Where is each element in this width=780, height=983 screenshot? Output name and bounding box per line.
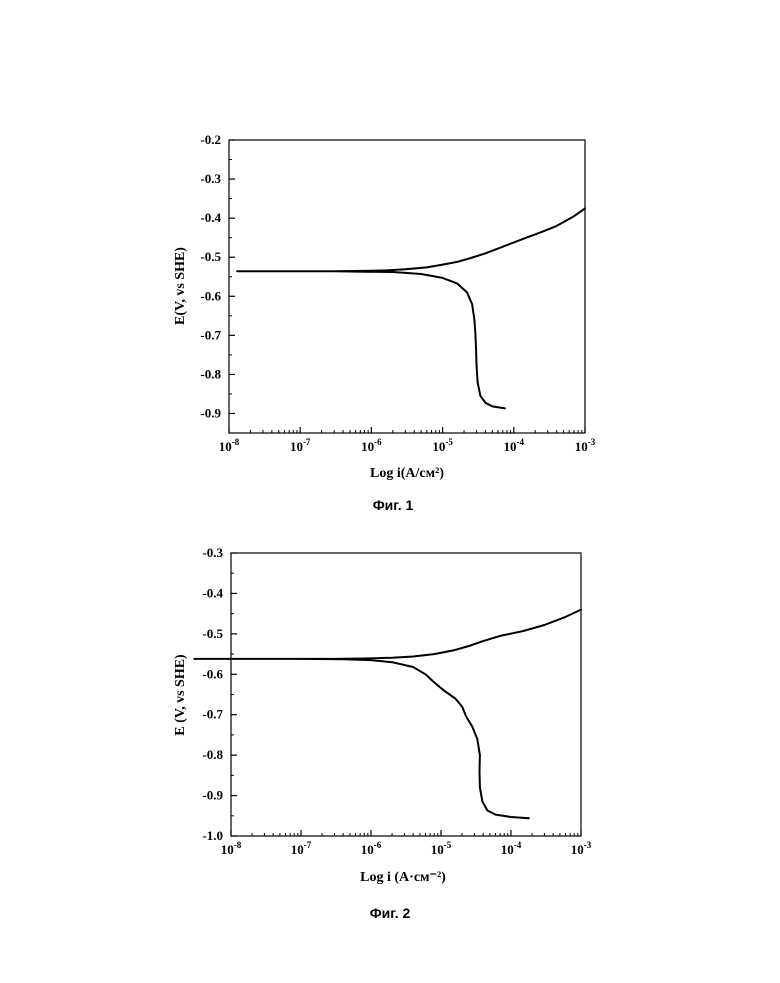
chart-1-x-axis-label: Log i(A/см²)	[370, 466, 444, 481]
chart-2-y-tick-labels: -0.3 -0.4 -0.5 -0.6 -0.7 -0.8 -0.9 -1.0	[202, 545, 223, 843]
chart-1-caption: Фиг. 1	[373, 497, 414, 513]
chart-1-x-tick-label: 10-7	[290, 437, 311, 454]
chart-1-ticks	[229, 140, 585, 433]
chart-1-y-tick-label: -0.7	[200, 327, 221, 342]
chart-2-x-tick-label: 10-4	[501, 840, 522, 857]
chart-2-x-tick-label: 10-7	[291, 840, 312, 857]
chart-1-y-tick-label: -0.2	[200, 132, 221, 147]
chart-1-y-tick-label: -0.6	[200, 288, 221, 303]
chart-1-svg: -0.2-0.3-0.4-0.5-0.6-0.7-0.8-0.9 10-810-…	[0, 120, 780, 520]
chart-1-polarization-curve	[237, 208, 585, 408]
chart-1-x-tick-label: 10-6	[361, 437, 382, 454]
chart-2-polarization-curve	[194, 610, 581, 819]
chart-1-x-tick-label: 10-8	[219, 437, 240, 454]
chart-1-y-tick-label: -0.4	[200, 210, 221, 225]
chart-1-x-tick-label: 10-4	[504, 437, 525, 454]
chart-1-plot-frame	[229, 140, 585, 433]
chart-2-x-tick-labels: 10-8 10-7 10-6 10-5 10-4 10-3	[221, 840, 592, 857]
chart-2-y-tick-label: -0.8	[202, 747, 223, 762]
chart-2-y-tick-label: -0.6	[202, 666, 223, 681]
chart-2-y-tick-label: -0.3	[202, 545, 223, 560]
chart-1-y-tick-label: -0.8	[200, 366, 221, 381]
chart-1-y-tick-label: -0.3	[200, 171, 221, 186]
chart-1-y-tick-label: -0.9	[200, 405, 221, 420]
chart-2-x-tick-label: 10-8	[221, 840, 242, 857]
chart-2-y-tick-label: -1.0	[202, 828, 223, 843]
chart-1-x-tick-label: 10-3	[575, 437, 596, 454]
chart-2-ticks	[231, 553, 581, 836]
chart-1-x-tick-label: 10-5	[432, 437, 453, 454]
chart-figure-1: -0.2-0.3-0.4-0.5-0.6-0.7-0.8-0.9 10-810-…	[0, 120, 780, 520]
chart-1-x-tick-labels: 10-8 10-7 10-6 10-5 10-4 10-3	[219, 437, 596, 454]
chart-2-y-axis-label: E (V, vs SHE)	[173, 654, 188, 736]
chart-2-x-tick-label: 10-6	[361, 840, 382, 857]
chart-1-y-tick-label: -0.5	[200, 249, 221, 264]
chart-1-y-axis-label: E(V, vs SHE)	[173, 247, 188, 325]
chart-2-x-tick-label: 10-3	[571, 840, 592, 857]
chart-figure-2: -0.3-0.4-0.5-0.6-0.7-0.8-0.9-1.0 10-810-…	[0, 535, 780, 935]
chart-2-x-axis-label: Log i (A·см⁻²)	[360, 870, 446, 885]
chart-2-svg: -0.3-0.4-0.5-0.6-0.7-0.8-0.9-1.0 10-810-…	[0, 535, 780, 935]
chart-2-caption: Фиг. 2	[370, 905, 411, 921]
chart-2-y-tick-label: -0.9	[202, 788, 223, 803]
chart-2-plot-frame	[231, 553, 581, 836]
chart-2-x-tick-label: 10-5	[431, 840, 452, 857]
chart-2-y-tick-label: -0.5	[202, 626, 223, 641]
chart-1-y-tick-labels: -0.2 -0.3 -0.4 -0.5 -0.6 -0.7 -0.8 -0.9	[200, 132, 221, 420]
chart-2-y-tick-label: -0.4	[202, 585, 223, 600]
chart-2-y-tick-label: -0.7	[202, 707, 223, 722]
